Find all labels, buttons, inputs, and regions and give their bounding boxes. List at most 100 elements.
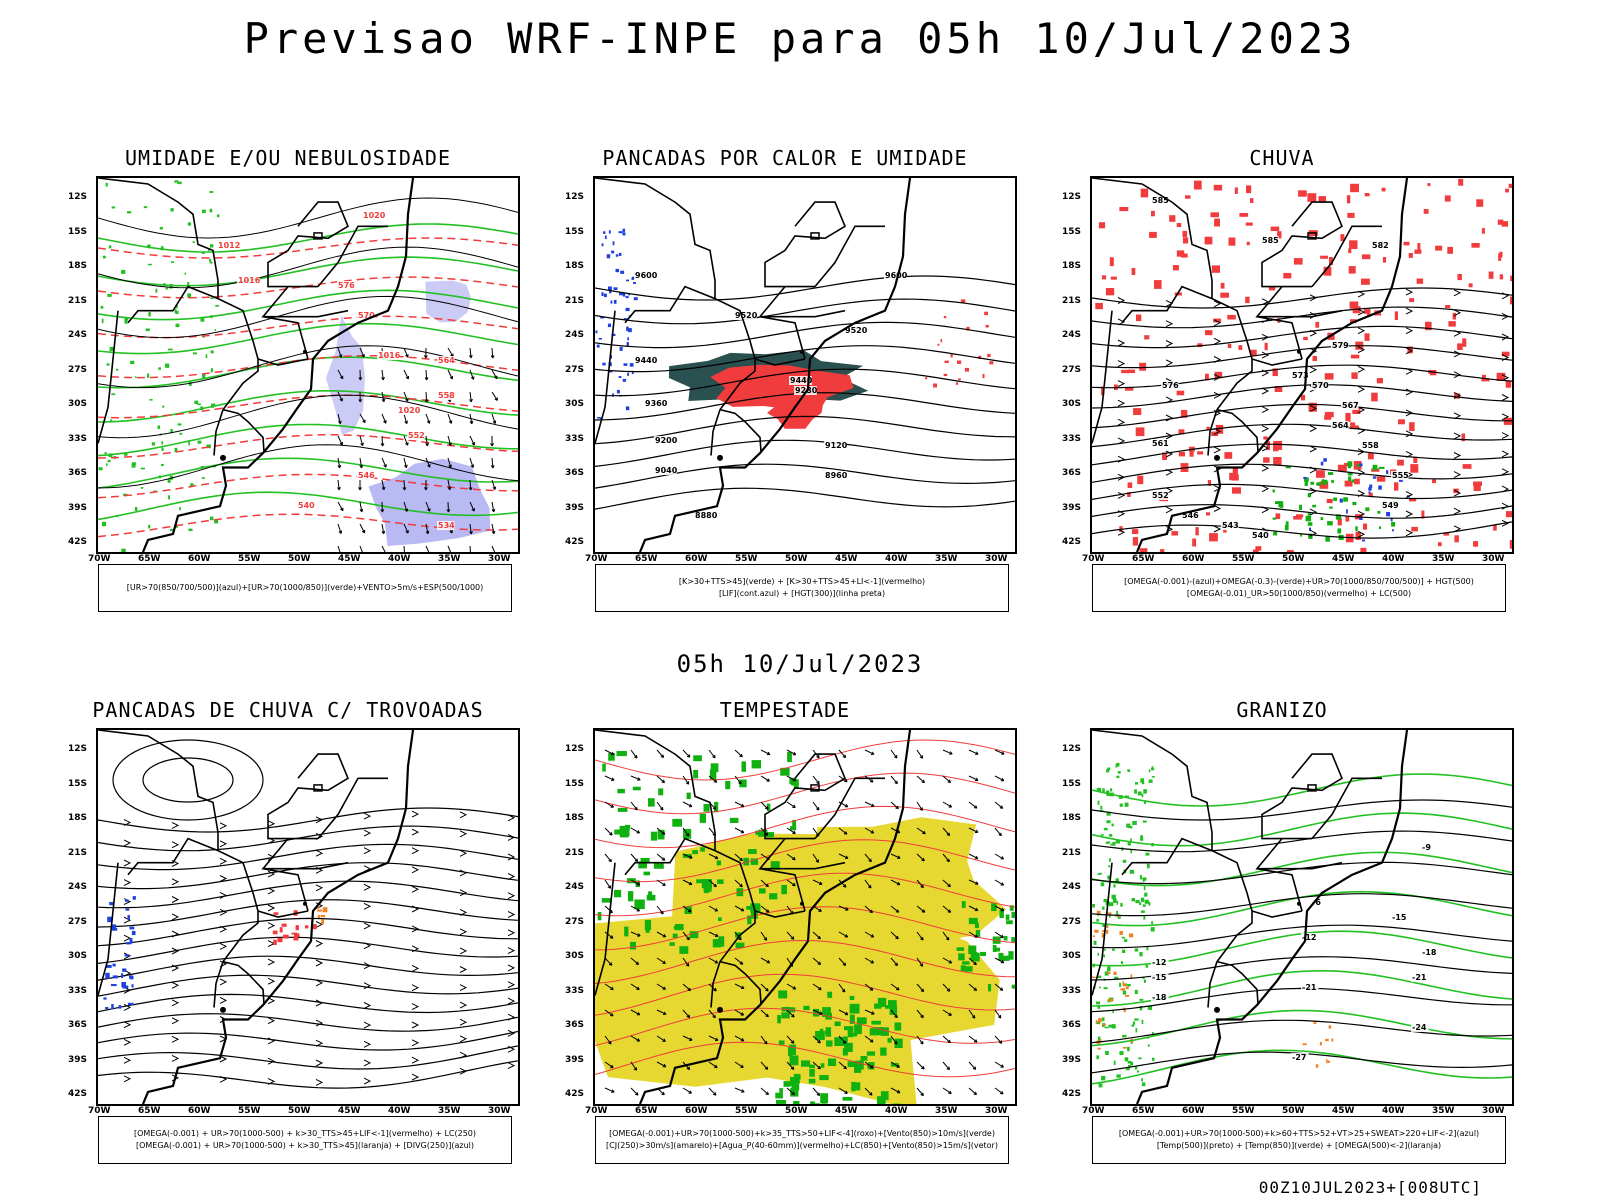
lat-label: 15S [1062, 778, 1082, 789]
lon-label: 45W [1332, 554, 1355, 564]
svg-text:-18: -18 [1152, 993, 1167, 1002]
lat-label: 27S [565, 916, 585, 927]
lat-label: 36S [68, 1020, 88, 1030]
lon-label: 70W [88, 554, 111, 564]
lat-label: 18S [68, 261, 88, 271]
lon-label: 50W [288, 1106, 311, 1116]
lon-label: 65W [635, 554, 658, 564]
lat-label: 39S [565, 1054, 585, 1065]
svg-text:-21: -21 [1302, 983, 1317, 992]
lon-label: 60W [685, 554, 708, 564]
lat-label: 39S [68, 1054, 88, 1065]
lat-label: 15S [565, 778, 585, 789]
lat-label: 12S [68, 192, 88, 202]
svg-text:-18: -18 [1422, 948, 1437, 957]
lat-label: 21S [1062, 295, 1082, 306]
lon-label: 55W [1232, 554, 1255, 564]
lat-label: 36S [1062, 1020, 1082, 1030]
lon-label: 40W [885, 554, 908, 564]
lat-label: 42S [1062, 1089, 1082, 1099]
lon-label: 50W [288, 554, 311, 564]
lon-label: 65W [1132, 1106, 1155, 1116]
panel-title: UMIDADE E/OU NEBULOSIDADE [124, 146, 452, 170]
svg-text:8880: 8880 [695, 511, 718, 520]
lon-label: 45W [1332, 1106, 1355, 1116]
lat-label: 15S [68, 226, 88, 237]
map-svg [98, 730, 518, 1104]
lon-label: 30W [1482, 1106, 1505, 1116]
lat-label: 36S [68, 468, 88, 478]
lon-label: 30W [488, 1106, 511, 1116]
legend-line-1: [K>30+TTS>45](verde) + [K>30+TTS>45+LI<-… [678, 577, 926, 586]
legend-box: [K>30+TTS>45](verde) + [K>30+TTS>45+LI<-… [595, 564, 1009, 612]
svg-text:9200: 9200 [655, 436, 678, 445]
svg-text:1012: 1012 [218, 241, 240, 250]
lon-label: 55W [238, 554, 261, 564]
map-frame [593, 728, 1017, 1106]
lat-label: 33S [1062, 433, 1082, 444]
map-svg: -6 -9 -12 -15 -18 -21 -24 -27 -12 -15 -18 -21 [1092, 730, 1512, 1104]
lon-label: 40W [1382, 1106, 1405, 1116]
lat-label: 24S [1062, 882, 1082, 892]
lat-label: 33S [68, 985, 88, 996]
svg-text:9120: 9120 [825, 441, 848, 450]
lon-label: 70W [88, 1106, 111, 1116]
svg-text:1020: 1020 [363, 211, 386, 220]
lat-label: 36S [565, 1020, 585, 1030]
lat-label: 33S [565, 985, 585, 996]
svg-text:570: 570 [1312, 381, 1329, 390]
lat-label: 21S [68, 295, 88, 306]
svg-text:534: 534 [438, 521, 455, 530]
lat-label: 33S [565, 433, 585, 444]
lat-label: 39S [565, 502, 585, 513]
svg-text:573: 573 [1292, 371, 1309, 380]
lon-label: 35W [935, 1106, 958, 1116]
svg-text:579: 579 [1332, 341, 1349, 350]
svg-text:558: 558 [1362, 441, 1379, 450]
lat-label: 24S [68, 882, 88, 892]
svg-text:546: 546 [1182, 511, 1199, 520]
lat-label: 18S [1062, 813, 1082, 823]
lat-label: 42S [565, 537, 585, 547]
lat-label: 30S [68, 951, 88, 961]
lon-label: 40W [388, 1106, 411, 1116]
lon-label: 30W [488, 554, 511, 564]
lon-label: 45W [835, 554, 858, 564]
panel-title: GRANIZO [1236, 698, 1328, 722]
lat-label: 30S [1062, 399, 1082, 409]
lat-label: 39S [68, 502, 88, 513]
svg-text:543: 543 [1222, 521, 1239, 530]
svg-text:570: 570 [358, 311, 375, 320]
lat-label: 30S [1062, 951, 1082, 961]
legend-line-2: [LIF](cont.azul) + [HGT(300)](linha pret… [718, 589, 886, 598]
map-frame: 1012 1016 1020 1016 1020 576 570 564 558 552 546 54… [96, 176, 520, 554]
panel-umidade: UMIDADE E/OU NEBULOSIDADE 1012 1016 1020 10… [68, 146, 520, 626]
lat-label: 21S [1062, 847, 1082, 858]
lat-label: 27S [68, 364, 88, 375]
lat-label: 18S [1062, 261, 1082, 271]
lon-label: 40W [885, 1106, 908, 1116]
svg-text:-9: -9 [1422, 843, 1431, 852]
lon-label: 50W [785, 1106, 808, 1116]
svg-text:8960: 8960 [825, 471, 848, 480]
svg-text:552: 552 [408, 431, 425, 440]
panel-title: CHUVA [1249, 146, 1315, 170]
svg-text:582: 582 [1372, 241, 1389, 250]
panel-title: TEMPESTADE [719, 698, 851, 722]
map-svg [595, 730, 1015, 1104]
svg-text:1020: 1020 [398, 406, 421, 415]
panel-title: PANCADAS POR CALOR E UMIDADE [602, 146, 968, 170]
lon-label: 35W [935, 554, 958, 564]
legend-line-2: [CJ(250)>30m/s](amarelo)+[Agua_P(40-60mm… [606, 1141, 998, 1150]
legend-box: [OMEGA(-0.001)-(azul)+OMEGA(-0.3)-(verde… [1092, 564, 1506, 612]
legend-line-1: [UR>70(850/700/500)](azul)+[UR>70(1000/8… [126, 583, 484, 592]
lon-label: 60W [188, 1106, 211, 1116]
lon-label: 55W [1232, 1106, 1255, 1116]
svg-text:549: 549 [1382, 501, 1399, 510]
lat-label: 12S [68, 744, 88, 754]
lon-label: 60W [188, 554, 211, 564]
lon-label: 55W [238, 1106, 261, 1116]
svg-text:9520: 9520 [735, 311, 758, 320]
map-frame [96, 728, 520, 1106]
map-svg: 1012 1016 1020 1016 1020 576 570 564 558 552 546 54… [98, 178, 518, 552]
